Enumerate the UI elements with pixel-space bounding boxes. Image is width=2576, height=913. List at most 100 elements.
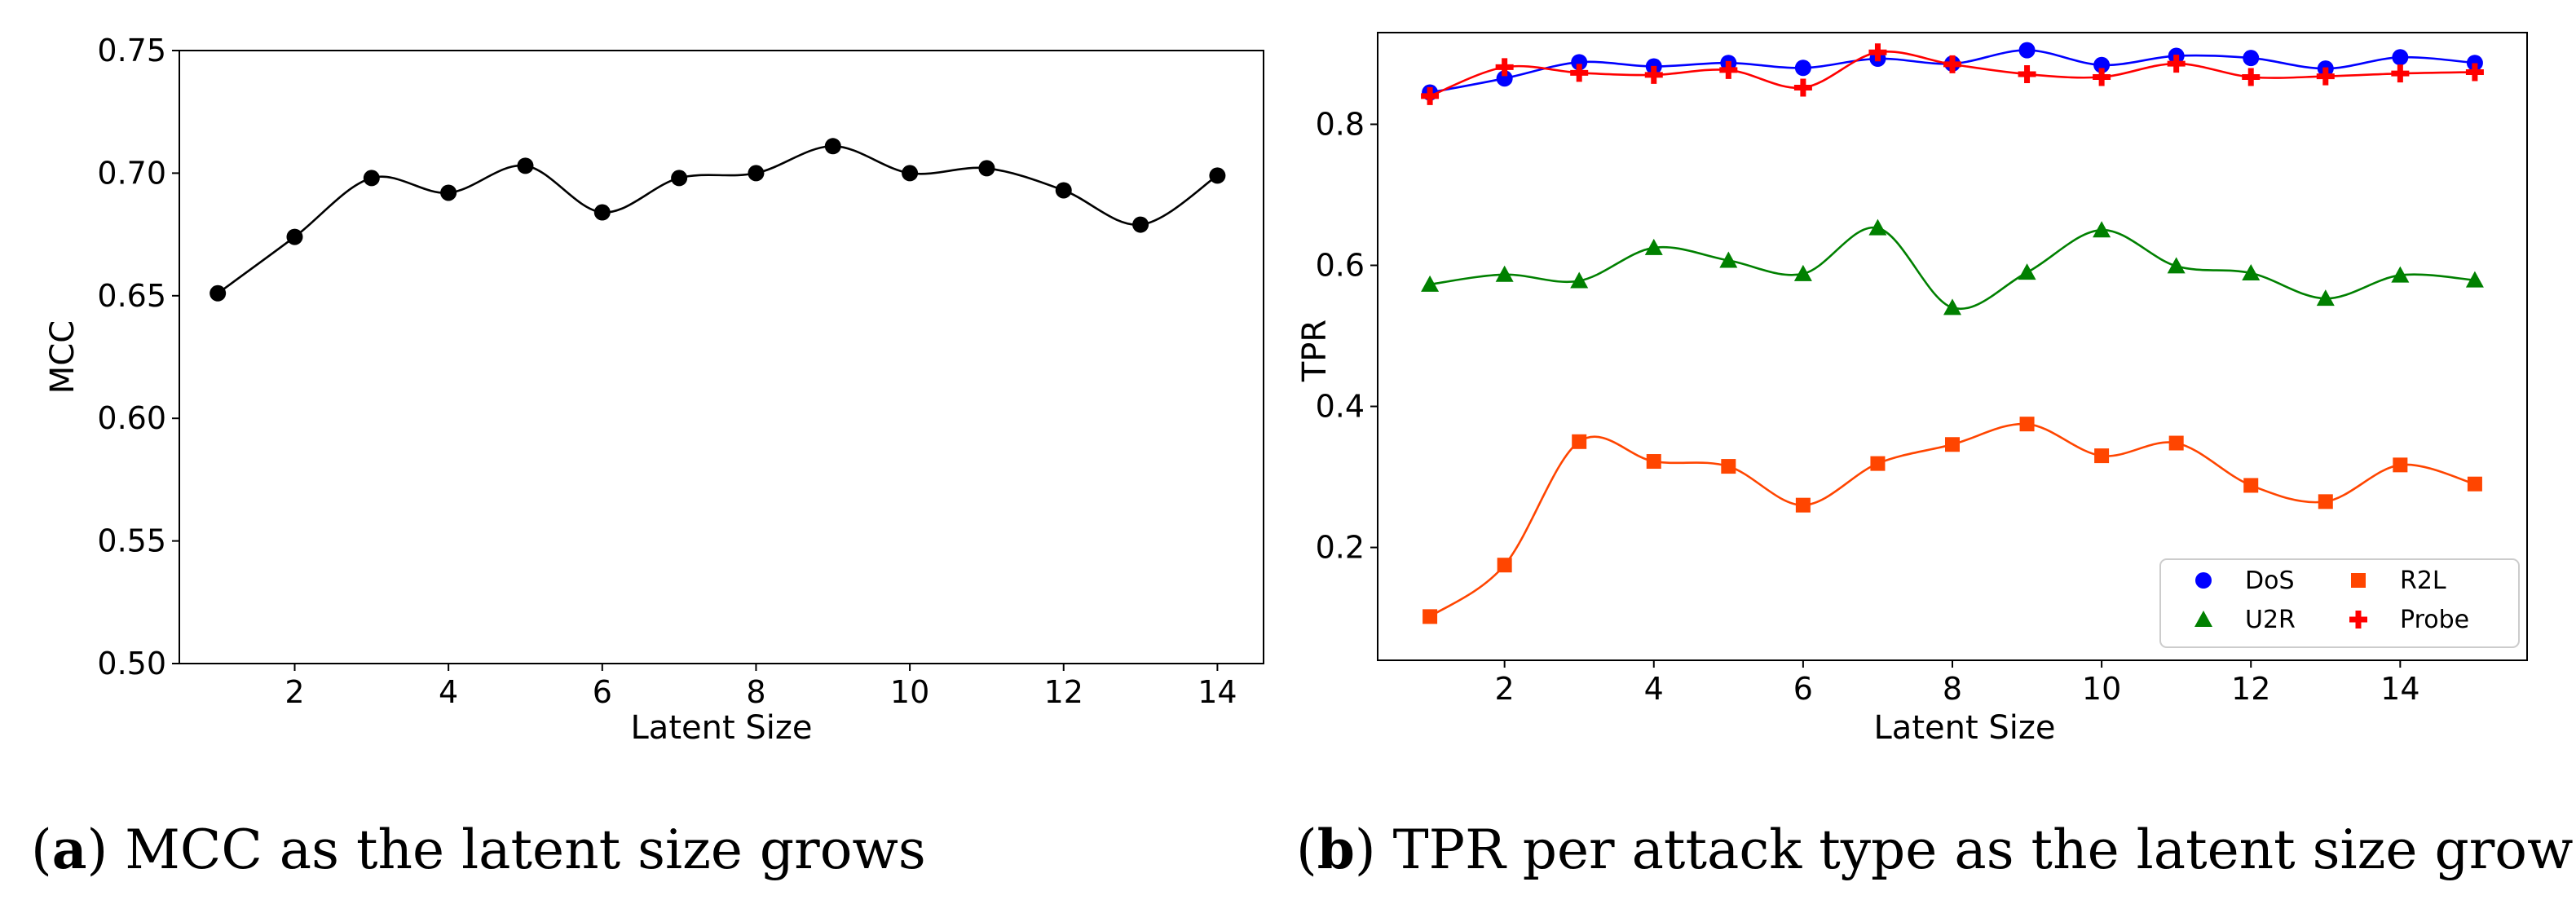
data-point-r2l — [2467, 476, 2482, 492]
data-point-dos — [1571, 54, 1588, 71]
data-point-probe — [2316, 67, 2335, 86]
legend-r2l-marker — [2351, 573, 2366, 588]
data-point-probe — [2093, 68, 2111, 86]
panel-b-caption-letter: b — [1317, 818, 1355, 881]
y-tick-label: 0.2 — [1316, 530, 1365, 566]
series-probe — [1421, 43, 2484, 105]
data-point-r2l — [2019, 417, 2035, 432]
x-tick-label: 6 — [593, 674, 612, 710]
data-point-probe — [1793, 78, 1812, 97]
panel-a-x-axis-ticks: 2 4 6 8 10 12 14 — [285, 664, 1237, 710]
data-point-mcc — [517, 157, 534, 174]
data-point-probe — [1495, 58, 1514, 77]
data-point-dos — [2093, 56, 2111, 73]
data-point-probe — [2167, 55, 2186, 73]
x-tick-label: 8 — [1943, 671, 1962, 707]
panel-b-caption-text: ) TPR per attack type as the latent size… — [1355, 818, 2576, 881]
legend-entry-u2r: U2R — [2194, 606, 2296, 634]
legend-probe-label: Probe — [2400, 606, 2469, 634]
panel-b-x-axis-ticks: 2 4 6 8 10 12 14 — [1495, 660, 2420, 707]
data-point-r2l — [1870, 456, 1886, 471]
x-tick-label: 2 — [1495, 671, 1515, 707]
y-tick-label: 0.60 — [97, 400, 166, 436]
data-point-dos — [2018, 42, 2036, 59]
panel-a-plot-frame — [179, 50, 1264, 664]
legend-marker-dos — [2195, 572, 2212, 589]
data-point-u2r — [1868, 218, 1887, 236]
data-point-u2r — [2465, 271, 2484, 288]
panel-a-series — [210, 138, 1226, 302]
y-tick-label: 0.6 — [1316, 248, 1365, 284]
legend-marker-probe — [2349, 611, 2367, 629]
panel-b-caption: (b) TPR per attack type as the latent si… — [1296, 818, 2576, 881]
data-point-dos — [2243, 50, 2260, 67]
data-point-r2l — [2094, 448, 2110, 464]
data-point-u2r — [2391, 266, 2410, 283]
data-point-mcc — [363, 170, 380, 187]
data-point-u2r — [1943, 298, 1961, 315]
data-point-r2l — [1572, 434, 1587, 449]
data-point-probe — [2242, 68, 2261, 86]
data-point-mcc — [1209, 167, 1226, 184]
data-point-dos — [2392, 49, 2409, 66]
data-point-mcc — [286, 228, 303, 245]
data-point-u2r — [1570, 271, 1589, 289]
data-point-r2l — [2168, 435, 2184, 451]
data-point-r2l — [2393, 457, 2408, 473]
panel-b-caption-open: ( — [1296, 818, 1317, 881]
panel-b-legend: DoS U2R R2L Probe — [2159, 558, 2520, 648]
panel-a-x-axis-label: Latent Size — [631, 709, 813, 747]
y-tick-label: 0.70 — [97, 155, 166, 191]
y-tick-label: 0.4 — [1316, 389, 1365, 425]
legend-entry-dos: DoS — [2195, 567, 2295, 595]
data-point-probe — [1570, 64, 1589, 82]
x-tick-label: 14 — [1198, 674, 1237, 710]
data-point-u2r — [1719, 251, 1738, 268]
x-tick-label: 10 — [2082, 671, 2121, 707]
legend-marker-r2l — [2351, 573, 2366, 588]
data-point-u2r — [2242, 264, 2261, 281]
data-point-mcc — [671, 170, 688, 187]
panel-a-caption: (a) MCC as the latent size grows — [31, 818, 926, 881]
y-tick-label: 0.8 — [1316, 106, 1365, 142]
y-tick-label: 0.55 — [97, 523, 166, 559]
y-tick-label: 0.75 — [97, 33, 166, 68]
legend-frame — [2159, 558, 2520, 648]
x-tick-label: 8 — [746, 674, 765, 710]
legend-dos-marker — [2195, 572, 2212, 589]
legend-u2r-label: U2R — [2245, 606, 2296, 634]
panel-a-caption-text: ) MCC as the latent size grows — [87, 818, 926, 881]
data-point-r2l — [1497, 558, 1512, 573]
data-point-mcc — [1132, 216, 1149, 233]
data-point-u2r — [2093, 221, 2111, 238]
data-point-r2l — [1721, 459, 1736, 474]
panel-a-mcc-chart: 0.50 0.55 0.60 0.65 0.70 0.75 2 4 6 8 10 12 14 Late… — [31, 33, 1264, 881]
panel-b-tpr-chart: 0.20.40.60.8 2 4 6 8 10 12 14 Latent Size TPR … — [1296, 32, 2576, 881]
data-point-dos — [1794, 60, 1811, 77]
legend-u2r-marker — [2194, 611, 2212, 627]
data-point-probe — [1868, 43, 1887, 62]
data-point-u2r — [2167, 257, 2186, 274]
data-point-mcc — [210, 284, 227, 302]
data-point-probe — [1644, 65, 1663, 84]
data-point-u2r — [1644, 238, 1663, 255]
panel-a-caption-open: ( — [31, 818, 52, 881]
data-point-u2r — [1495, 265, 1514, 282]
x-tick-label: 12 — [2231, 671, 2270, 707]
legend-r2l-label: R2L — [2400, 567, 2446, 595]
data-point-dos — [1496, 70, 1513, 87]
panel-a-caption-letter: a — [52, 818, 87, 881]
x-tick-label: 6 — [1793, 671, 1813, 707]
data-point-u2r — [1793, 264, 1812, 281]
data-point-u2r — [1421, 275, 1440, 292]
data-point-r2l — [2318, 494, 2333, 509]
panel-b-y-axis-label: TPR — [1296, 320, 1334, 382]
legend-probe-marker — [2349, 611, 2367, 629]
legend-marker-u2r — [2194, 611, 2212, 627]
data-point-probe — [1421, 86, 1440, 105]
legend-entry-r2l: R2L — [2351, 567, 2446, 595]
data-point-probe — [2465, 63, 2484, 82]
x-tick-label: 14 — [2380, 671, 2419, 707]
data-point-probe — [1943, 55, 1961, 73]
